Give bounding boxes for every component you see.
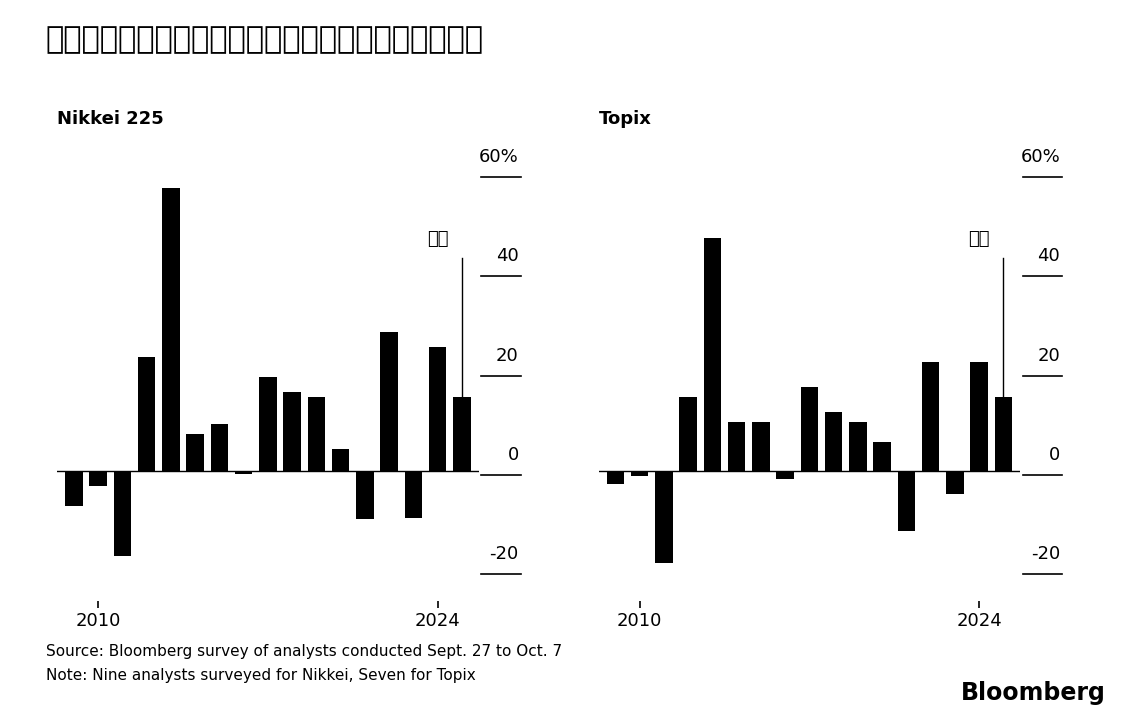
Text: 20: 20: [1037, 347, 1060, 365]
Bar: [703, 238, 722, 471]
Bar: [630, 471, 649, 476]
Bar: [381, 332, 398, 471]
Text: -20: -20: [489, 545, 519, 563]
Bar: [679, 397, 697, 471]
Bar: [946, 471, 963, 494]
Bar: [89, 471, 107, 486]
Bar: [429, 347, 447, 471]
Text: 0: 0: [1049, 446, 1060, 464]
Bar: [656, 471, 673, 563]
Text: -20: -20: [1031, 545, 1060, 563]
Bar: [332, 449, 349, 471]
Text: Source: Bloomberg survey of analysts conducted Sept. 27 to Oct. 7: Source: Bloomberg survey of analysts con…: [46, 644, 562, 660]
Bar: [114, 471, 131, 556]
Bar: [211, 424, 228, 471]
Text: Note: Nine analysts surveyed for Nikkei, Seven for Topix: Note: Nine analysts surveyed for Nikkei,…: [46, 668, 475, 684]
Text: 予想: 予想: [968, 229, 990, 248]
Bar: [800, 387, 819, 471]
Text: Topix: Topix: [598, 111, 651, 128]
Text: ストラテジストらの間で年間上昇率２桁の予想が主流: ストラテジストらの間で年間上昇率２桁の予想が主流: [46, 25, 483, 55]
Bar: [873, 442, 890, 471]
Bar: [284, 392, 301, 471]
Bar: [308, 397, 325, 471]
Text: Nikkei 225: Nikkei 225: [57, 111, 164, 128]
Text: 60%: 60%: [479, 148, 519, 166]
Text: 40: 40: [1037, 248, 1060, 265]
Bar: [970, 362, 988, 471]
Text: 40: 40: [496, 248, 519, 265]
Bar: [235, 471, 252, 474]
Bar: [776, 471, 793, 479]
Bar: [994, 397, 1012, 471]
Text: 0: 0: [507, 446, 519, 464]
Bar: [65, 471, 83, 506]
Bar: [162, 188, 180, 471]
Bar: [606, 471, 625, 484]
Text: 60%: 60%: [1020, 148, 1060, 166]
Bar: [922, 362, 939, 471]
Bar: [453, 397, 471, 471]
Text: Bloomberg: Bloomberg: [961, 681, 1106, 705]
Bar: [405, 471, 422, 518]
Bar: [187, 434, 204, 471]
Bar: [849, 422, 866, 471]
Text: 20: 20: [496, 347, 519, 365]
Bar: [897, 471, 915, 531]
Bar: [138, 357, 155, 471]
Text: 予想: 予想: [426, 229, 448, 248]
Bar: [259, 377, 277, 471]
Bar: [825, 412, 842, 471]
Bar: [356, 471, 374, 518]
Bar: [728, 422, 746, 471]
Bar: [752, 422, 770, 471]
